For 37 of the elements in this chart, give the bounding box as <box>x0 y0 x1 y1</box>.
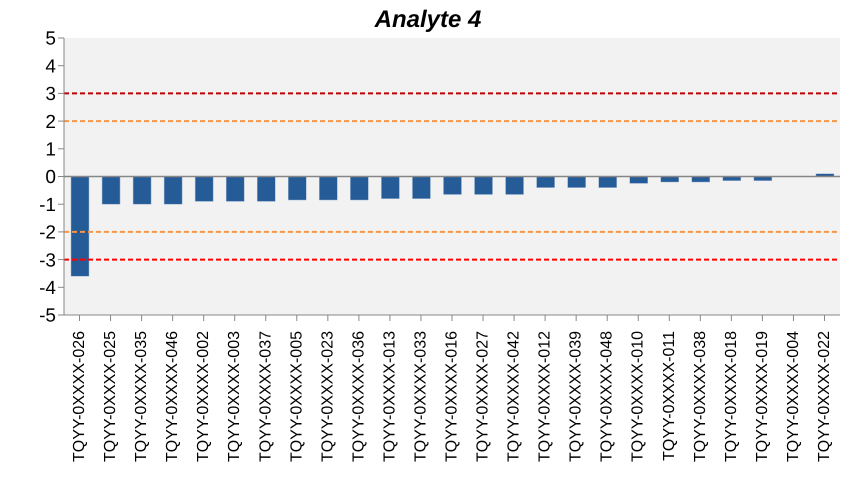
x-tick-label: TQYY-0XXXX-048 <box>598 330 616 462</box>
x-tick-label: TQYY-0XXXX-039 <box>568 330 585 462</box>
x-tick-label: TQYY-0XXXX-005 <box>288 330 306 462</box>
y-tick-label: -5 <box>39 306 56 327</box>
y-tick-label: 1 <box>45 140 56 161</box>
x-tick-label: TQYY-0XXXX-022 <box>816 330 833 462</box>
x-tick-label: TQYY-0XXXX-037 <box>257 330 274 462</box>
x-tick-label: TQYY-0XXXX-023 <box>319 330 336 462</box>
x-tick-label: TQYY-0XXXX-027 <box>474 330 492 462</box>
x-tick-label: TQYY-0XXXX-016 <box>444 330 460 462</box>
y-tick-label: 2 <box>45 112 56 133</box>
x-tick-label: TQYY-0XXXX-046 <box>164 330 182 462</box>
chart-title: Analyte 4 <box>374 6 482 33</box>
y-tick-label: -2 <box>39 222 56 244</box>
x-tick-label: TQYY-0XXXX-004 <box>784 330 802 462</box>
x-tick-label: TQYY-0XXXX-038 <box>692 330 709 462</box>
y-tick-label: -1 <box>39 194 56 216</box>
x-tick-label: TQYY-0XXXX-025 <box>102 330 120 462</box>
x-tick-label: TQYY-0XXXX-018 <box>722 330 740 462</box>
x-tick-label: TQYY-0XXXX-042 <box>506 330 523 462</box>
y-tick-label: 0 <box>45 167 56 188</box>
x-tick-label: TQYY-0XXXX-033 <box>412 330 430 462</box>
x-tick-label: TQYY-0XXXX-010 <box>630 330 647 462</box>
x-tick-label: TQYY-0XXXX-012 <box>536 330 554 462</box>
x-tick-label: TQYY-0XXXX-013 <box>381 330 398 462</box>
x-tick-label: TQYY-0XXXX-036 <box>350 330 368 462</box>
y-tick-label: 5 <box>45 28 56 50</box>
x-tick-label: TQYY-0XXXX-026 <box>71 330 88 462</box>
x-tick-label: TQYY-0XXXX-035 <box>133 330 150 462</box>
x-tick-label: TQYY-0XXXX-019 <box>754 330 771 462</box>
x-tick-label: TQYY-0XXXX-003 <box>226 330 244 462</box>
x-tick-label: TQYY-0XXXX-011 <box>660 330 678 461</box>
y-tick-label: -3 <box>39 250 56 272</box>
x-tick-label: TQYY-0XXXX-002 <box>195 330 212 462</box>
y-tick-label: -4 <box>39 278 56 300</box>
y-tick-label: 4 <box>45 56 56 78</box>
y-tick-label: 3 <box>45 84 56 106</box>
